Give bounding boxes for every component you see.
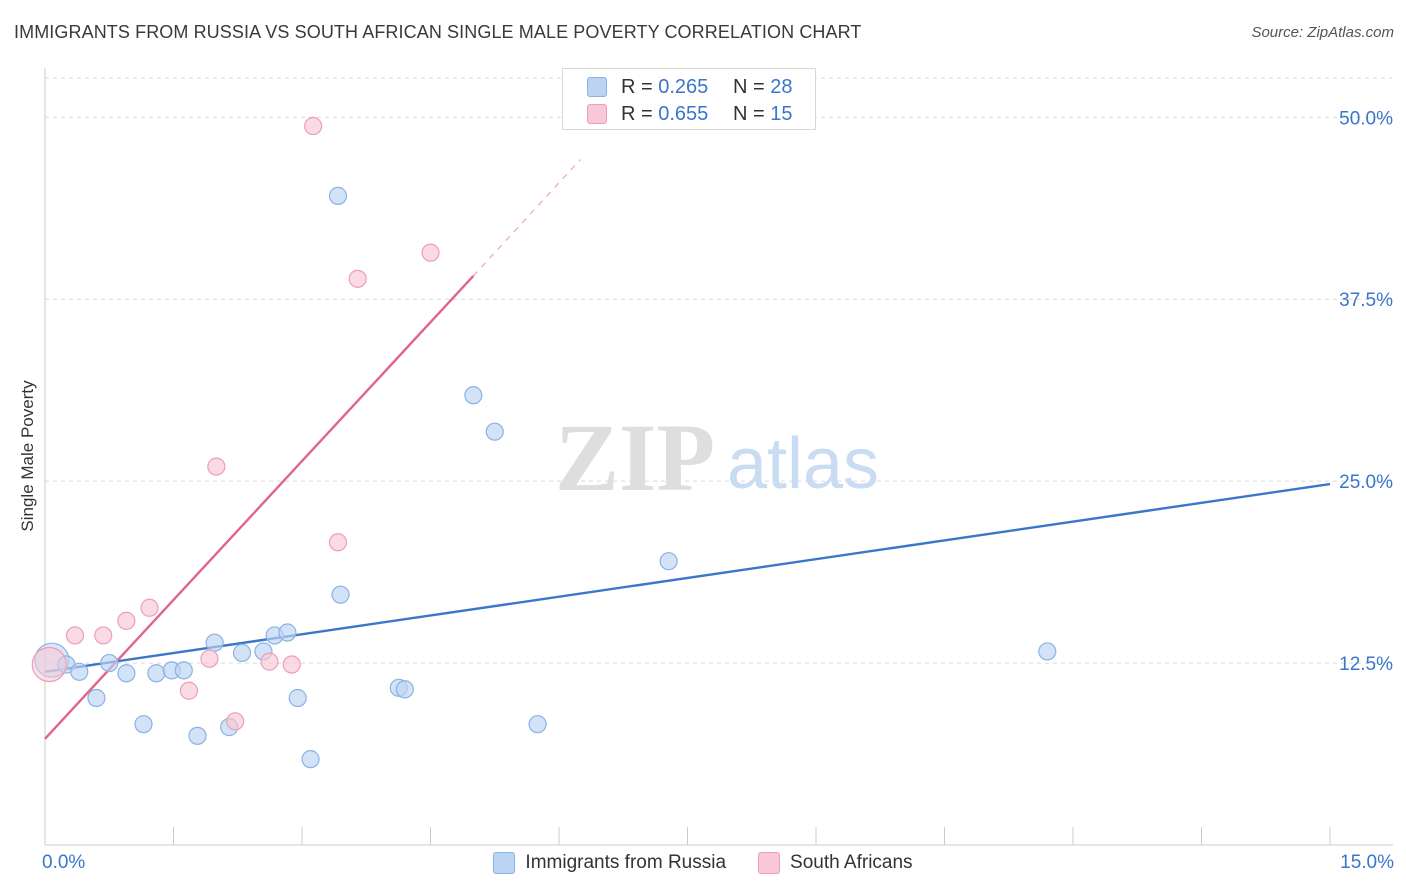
- point-russia: [464, 386, 483, 405]
- point-south-africans: [140, 598, 159, 617]
- legend-n-label-blue: N =: [733, 75, 765, 98]
- point-russia: [232, 643, 252, 662]
- y-tick-label: 12.5%: [1339, 654, 1393, 675]
- point-russia: [117, 664, 136, 683]
- legend-r-label-pink: R =: [621, 102, 653, 125]
- point-south-africans: [31, 646, 67, 683]
- series-label-russia: Immigrants from Russia: [525, 852, 727, 873]
- point-russia: [528, 715, 547, 734]
- watermark-atlas: atlas: [727, 424, 879, 504]
- point-russia: [328, 186, 348, 205]
- y-tick-labels: 12.5% 25.0% 37.5% 50.0%: [1339, 108, 1393, 675]
- chart-title: IMMIGRANTS FROM RUSSIA VS SOUTH AFRICAN …: [14, 22, 862, 42]
- point-south-africans: [282, 655, 301, 674]
- series-label-south-africans: South Africans: [790, 852, 913, 873]
- series-swatch-south-africans: [758, 852, 781, 874]
- legend-n-value-pink: 15: [770, 102, 793, 125]
- point-south-africans: [328, 533, 348, 552]
- point-russia: [288, 688, 307, 708]
- point-south-africans: [117, 611, 136, 630]
- data-points: [31, 116, 1057, 769]
- y-tick-label: 50.0%: [1339, 108, 1393, 129]
- legend-r-value-blue: 0.265: [658, 75, 709, 98]
- point-south-africans: [260, 652, 279, 671]
- legend-n-label-pink: N =: [733, 102, 765, 125]
- legend-r-label-blue: R =: [621, 75, 653, 98]
- point-russia: [134, 715, 153, 734]
- point-south-africans: [226, 712, 245, 731]
- series-legend: Immigrants from Russia South Africans: [0, 852, 1406, 874]
- legend-row-pink: R = 0.655 N = 15: [587, 102, 793, 126]
- point-south-africans: [304, 116, 323, 136]
- y-tick-label: 37.5%: [1339, 290, 1393, 311]
- trend-line-extension-south-africans: [472, 159, 581, 277]
- point-south-africans: [94, 626, 113, 645]
- series-legend-south-africans[interactable]: South Africans: [758, 852, 913, 874]
- legend-swatch-blue: [587, 77, 607, 97]
- point-russia: [331, 585, 350, 604]
- y-tick-label: 25.0%: [1339, 472, 1393, 493]
- legend-r-value-pink: 0.655: [658, 102, 709, 125]
- watermark-zip: ZIP: [555, 404, 715, 511]
- legend-swatch-pink: [587, 104, 607, 124]
- point-russia: [485, 422, 504, 441]
- x-tick-label-min: 0.0%: [42, 852, 86, 873]
- trend-line-russia: [44, 482, 1331, 673]
- point-south-africans: [200, 649, 219, 668]
- axes: [44, 68, 1393, 846]
- point-russia: [395, 680, 414, 699]
- series-swatch-russia: [493, 852, 516, 874]
- gridlines: [45, 77, 1392, 664]
- point-russia: [188, 726, 207, 745]
- point-south-africans: [207, 457, 226, 476]
- point-russia: [147, 664, 166, 683]
- point-south-africans: [421, 243, 440, 262]
- point-russia: [87, 688, 106, 708]
- point-russia: [301, 750, 320, 769]
- x-tick-label-max: 15.0%: [1340, 852, 1394, 873]
- legend-row-blue: R = 0.265 N = 28: [587, 75, 793, 99]
- point-russia: [659, 552, 678, 571]
- source-label: Source: ZipAtlas.com: [1251, 24, 1394, 41]
- point-russia: [70, 662, 89, 681]
- legend-n-value-blue: 28: [770, 75, 793, 98]
- watermark: ZIP atlas: [555, 404, 879, 511]
- series-legend-russia[interactable]: Immigrants from Russia: [493, 852, 726, 874]
- point-russia: [174, 661, 193, 680]
- point-south-africans: [65, 626, 85, 645]
- point-russia: [1038, 642, 1057, 661]
- point-russia: [205, 633, 224, 652]
- point-south-africans: [179, 681, 199, 700]
- legend-box: R = 0.265 N = 28 R = 0.655 N = 15: [562, 68, 816, 130]
- point-south-africans: [348, 269, 367, 288]
- point-russia: [100, 653, 119, 673]
- point-russia: [278, 623, 297, 642]
